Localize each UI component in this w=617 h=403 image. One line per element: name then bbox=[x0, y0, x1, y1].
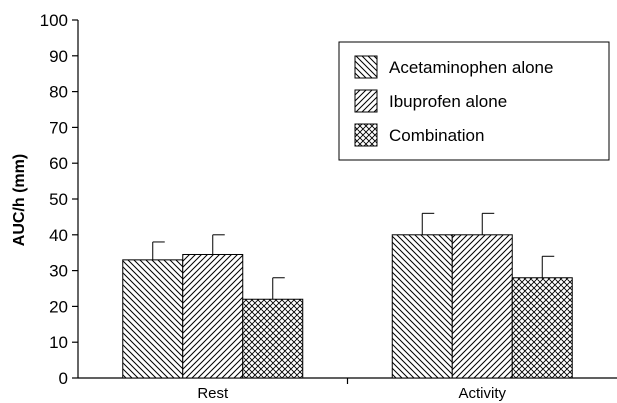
y-tick-label: 10 bbox=[49, 333, 68, 352]
bar: Ibuprofen alone / Activity: 40 bbox=[451, 234, 513, 379]
y-tick-label: 20 bbox=[49, 297, 68, 316]
legend-swatch bbox=[354, 55, 378, 79]
legend-box bbox=[338, 41, 610, 161]
y-tick-label: 60 bbox=[49, 154, 68, 173]
x-axis: Rest Activity bbox=[78, 377, 617, 402]
legend-swatch bbox=[354, 123, 378, 147]
bar: Acetaminophen alone / Rest: 33 bbox=[122, 259, 184, 379]
bar: Combination / Activity: 28 bbox=[511, 277, 573, 379]
y-tick-label: 40 bbox=[49, 226, 68, 245]
y-axis-title: AUC/h (mm) bbox=[11, 154, 28, 246]
legend: Acetaminophen alone Ibuprofen alone Combin… bbox=[338, 41, 610, 161]
y-axis: 0 10 20 30 40 50 60 70 80 90 100 bbox=[40, 11, 79, 388]
legend-swatch bbox=[354, 89, 378, 113]
x-tick-label: Rest bbox=[197, 385, 229, 402]
bars: Acetaminophen alone / Rest: 33Ibuprofen … bbox=[122, 212, 573, 379]
bar: Acetaminophen alone / Activity: 40 bbox=[391, 234, 453, 379]
y-tick-label: 80 bbox=[49, 83, 68, 102]
bar: Combination / Rest: 22 bbox=[242, 298, 304, 379]
bar: Ibuprofen alone / Rest: 34.5 bbox=[182, 253, 244, 379]
y-tick-label: 100 bbox=[40, 11, 68, 30]
y-tick-label: 70 bbox=[49, 118, 68, 137]
y-tick-label: 30 bbox=[49, 262, 68, 281]
y-tick-label: 90 bbox=[49, 47, 68, 66]
x-tick-label: Activity bbox=[458, 385, 506, 402]
legend-label: Combination bbox=[389, 126, 484, 145]
y-tick-label: 0 bbox=[59, 369, 68, 388]
y-tick-label: 50 bbox=[49, 190, 68, 209]
legend-label: Ibuprofen alone bbox=[389, 92, 507, 111]
legend-label: Acetaminophen alone bbox=[389, 58, 553, 77]
